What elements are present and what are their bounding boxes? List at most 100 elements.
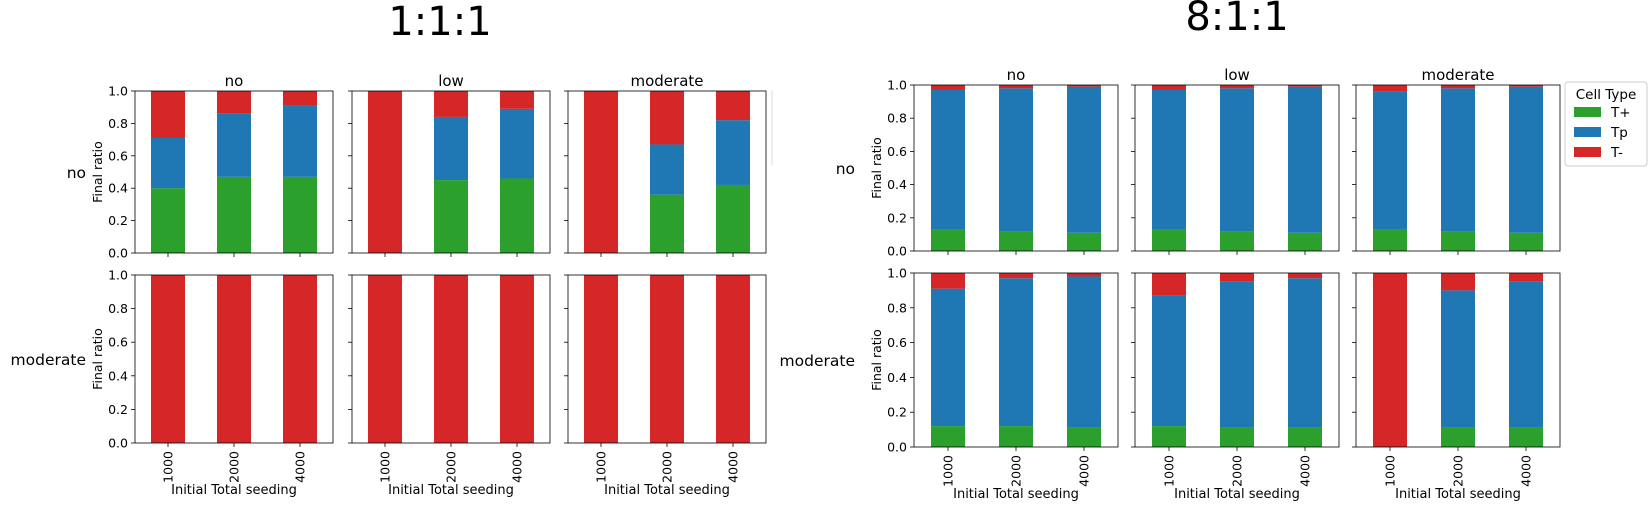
bar-T--4000 <box>283 91 317 106</box>
bar-Tp-1000 <box>1152 295 1186 427</box>
y-tick-label: 0.4 <box>108 181 128 196</box>
row-title: no <box>67 164 86 182</box>
y-tick-label: 0.2 <box>887 405 907 420</box>
column-title: no <box>225 72 244 90</box>
x-tick-label: 4000 <box>726 451 741 483</box>
bar-T--1000 <box>1373 273 1407 447</box>
legend-label-t-minus: T- <box>1610 145 1623 161</box>
y-axis-label: Final ratio <box>869 137 884 199</box>
x-tick-label: 2000 <box>1230 455 1245 487</box>
subplot-0-0-2: moderate <box>564 72 767 257</box>
bar-T--1000 <box>151 91 185 138</box>
bar-T+-1000 <box>1152 426 1186 447</box>
x-axis-label: Initial Total seeding <box>953 487 1079 502</box>
bar-Tp-1000 <box>1152 89 1186 230</box>
subplot-1-0-2: moderate <box>1352 66 1561 255</box>
y-tick-label: 0.8 <box>887 300 907 315</box>
bar-T+-4000 <box>283 176 317 253</box>
bar-Tp-4000 <box>283 105 317 177</box>
panel-title-left: 1:1:1 <box>388 0 491 45</box>
bar-T--1000 <box>368 275 402 443</box>
row-title: moderate <box>780 352 855 370</box>
bar-T--4000 <box>1509 85 1543 87</box>
x-tick-label: 4000 <box>1519 455 1534 487</box>
legend-swatch-tp <box>1574 127 1601 137</box>
x-axis-label: Initial Total seeding <box>171 483 297 498</box>
bar-Tp-4000 <box>1288 278 1322 428</box>
y-tick-label: 0.0 <box>108 246 128 261</box>
subplot-grid: 0.0 0.2 0.4 0.6 0.8 1.0 no Final ratio no low mode… <box>11 66 1561 502</box>
bar-T+-1000 <box>151 188 185 253</box>
column-title: no <box>1007 66 1026 84</box>
bar-T+-4000 <box>1288 427 1322 447</box>
bar-Tp-2000 <box>1441 88 1475 232</box>
bar-T+-2000 <box>999 231 1033 251</box>
y-axis-label: Final ratio <box>869 329 884 391</box>
bar-T--1000 <box>931 273 965 289</box>
x-tick-label: 1000 <box>1383 455 1398 487</box>
bar-T--4000 <box>716 275 750 443</box>
bar-Tp-4000 <box>500 108 534 179</box>
x-tick-label: 2000 <box>660 451 675 483</box>
y-tick-label: 0.2 <box>887 210 907 225</box>
bar-T--1000 <box>584 91 618 253</box>
bar-T+-1000 <box>1152 229 1186 251</box>
x-tick-label: 4000 <box>1077 455 1092 487</box>
y-tick-label: 1.0 <box>108 84 128 99</box>
bar-T--1000 <box>1373 85 1407 92</box>
bar-Tp-2000 <box>217 113 251 177</box>
column-title: low <box>438 72 464 90</box>
bar-T--4000 <box>1067 273 1101 277</box>
y-tick-label: 0.6 <box>887 335 907 350</box>
legend-swatch-t-minus <box>1574 147 1601 157</box>
x-tick-label: 1000 <box>594 451 609 483</box>
bar-Tp-4000 <box>1067 276 1101 428</box>
bar-T--1000 <box>1152 85 1186 90</box>
column-title: moderate <box>630 72 703 90</box>
y-tick-label: 0.8 <box>108 116 128 131</box>
bar-T--4000 <box>1509 273 1543 282</box>
x-axis-label: Initial Total seeding <box>604 483 730 498</box>
legend-label-t-plus: T+ <box>1610 105 1631 121</box>
y-axis-label: Final ratio <box>90 328 105 390</box>
x-tick-label: 2000 <box>1451 455 1466 487</box>
bar-T--4000 <box>500 275 534 443</box>
y-tick-label: 0.2 <box>108 213 128 228</box>
legend: Cell Type T+ Tp T- <box>1564 81 1648 167</box>
bar-T+-2000 <box>1220 427 1254 447</box>
bar-T+-4000 <box>1067 427 1101 447</box>
column-title: low <box>1224 66 1250 84</box>
x-tick-label: 2000 <box>1009 455 1024 487</box>
bar-T--1000 <box>931 85 965 90</box>
y-tick-label: 0.4 <box>887 177 907 192</box>
x-tick-label: 1000 <box>941 455 956 487</box>
bar-T+-2000 <box>999 426 1033 447</box>
y-tick-label: 1.0 <box>887 78 907 93</box>
y-tick-label: 0.0 <box>887 440 907 455</box>
y-tick-label: 0.6 <box>108 335 128 350</box>
subplot-1-0-0: 0.0 0.2 0.4 0.6 0.8 1.0 no Final ratio no <box>836 66 1119 259</box>
bar-Tp-1000 <box>931 89 965 230</box>
y-tick-label: 0.6 <box>887 144 907 159</box>
bar-T--1000 <box>1152 273 1186 296</box>
bar-T+-2000 <box>1220 231 1254 251</box>
legend-frame <box>1564 81 1648 167</box>
x-tick-label: 4000 <box>510 451 525 483</box>
y-tick-label: 0.4 <box>108 368 128 383</box>
bar-Tp-1000 <box>1373 91 1407 230</box>
bar-T--2000 <box>217 91 251 114</box>
bar-T+-2000 <box>217 176 251 253</box>
x-tick-label: 1000 <box>378 451 393 483</box>
bar-Tp-2000 <box>999 278 1033 427</box>
y-tick-label: 0.0 <box>108 436 128 451</box>
bar-Tp-2000 <box>1220 88 1254 232</box>
bar-Tp-2000 <box>434 116 468 181</box>
bar-T--2000 <box>999 85 1033 89</box>
bar-T--2000 <box>1441 273 1475 291</box>
bar-Tp-2000 <box>999 88 1033 232</box>
bar-T--2000 <box>217 275 251 443</box>
bar-T+-4000 <box>1067 232 1101 251</box>
